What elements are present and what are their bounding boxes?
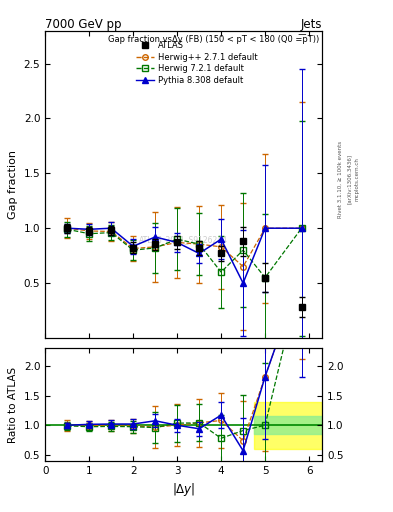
Text: [arXiv:1306.3436]: [arXiv:1306.3436] [347, 154, 351, 204]
Text: mcplots.cern.ch: mcplots.cern.ch [354, 157, 359, 201]
Y-axis label: Ratio to ATLAS: Ratio to ATLAS [8, 367, 18, 442]
Text: Rivet 3.1.10, ≥ 100k events: Rivet 3.1.10, ≥ 100k events [338, 141, 342, 218]
Text: 7000 GeV pp: 7000 GeV pp [45, 18, 122, 31]
Text: ATLAS_2011_S9126244: ATLAS_2011_S9126244 [139, 235, 228, 244]
Bar [254, 416, 322, 434]
Bar [254, 401, 322, 449]
Text: Gap fraction vsΔy (FB) (150 < pT < 180 (Q0 =͞pT)): Gap fraction vsΔy (FB) (150 < pT < 180 (… [108, 34, 320, 44]
Legend: ATLAS, Herwig++ 2.7.1 default, Herwig 7.2.1 default, Pythia 8.308 default: ATLAS, Herwig++ 2.7.1 default, Herwig 7.… [132, 38, 261, 88]
Text: Jets: Jets [301, 18, 322, 31]
X-axis label: $|\Delta y|$: $|\Delta y|$ [172, 481, 195, 498]
Y-axis label: Gap fraction: Gap fraction [8, 150, 18, 219]
